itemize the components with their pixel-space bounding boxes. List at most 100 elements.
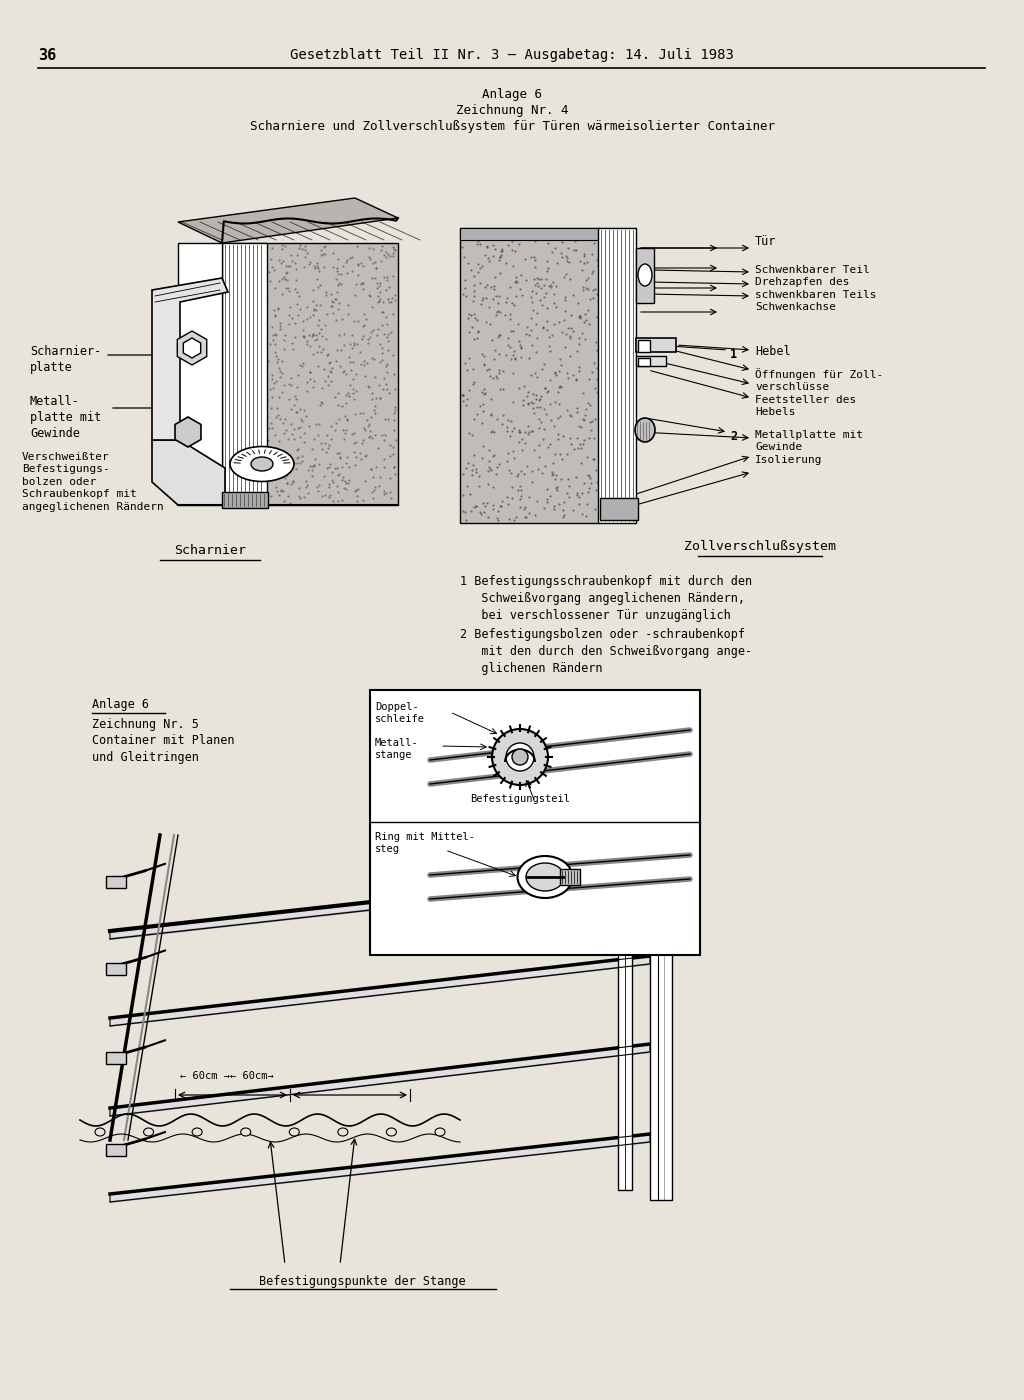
Point xyxy=(288,458,304,480)
Point xyxy=(365,466,381,489)
Point xyxy=(355,255,372,277)
Point xyxy=(474,434,490,456)
Point xyxy=(279,472,295,494)
Point xyxy=(365,382,381,405)
Point xyxy=(581,477,597,500)
Point xyxy=(339,409,355,431)
Point xyxy=(266,304,283,326)
Point xyxy=(474,255,490,277)
Point xyxy=(250,452,266,475)
Point xyxy=(291,237,307,259)
Point xyxy=(376,323,392,346)
Point xyxy=(290,445,306,468)
Text: 2 Befestigungsbolzen oder -schraubenkopf
   mit den durch den Schweißvorgang ang: 2 Befestigungsbolzen oder -schraubenkopf… xyxy=(460,629,752,675)
Point xyxy=(511,496,527,518)
Point xyxy=(338,472,354,494)
Point xyxy=(276,329,293,351)
Point xyxy=(469,232,485,255)
Point xyxy=(511,277,527,300)
Point xyxy=(464,465,480,487)
Point xyxy=(455,283,471,305)
Point xyxy=(335,255,351,277)
Point xyxy=(258,448,274,470)
Point xyxy=(511,487,527,510)
Point xyxy=(359,414,376,437)
Point xyxy=(481,456,498,479)
Point xyxy=(458,221,474,244)
Point xyxy=(466,409,482,431)
Point xyxy=(466,280,482,302)
Point xyxy=(299,473,315,496)
Point xyxy=(257,333,273,356)
Point xyxy=(522,319,539,342)
Point xyxy=(327,456,343,479)
Point xyxy=(530,458,547,480)
Point xyxy=(502,276,518,298)
Point xyxy=(506,447,522,469)
Point xyxy=(301,414,317,437)
Point xyxy=(528,365,545,388)
Point xyxy=(230,407,247,430)
Point xyxy=(323,484,339,507)
Point xyxy=(345,421,361,444)
Point xyxy=(584,361,600,384)
Point xyxy=(532,385,549,407)
Point xyxy=(525,223,542,245)
Point xyxy=(313,325,330,347)
Point xyxy=(280,486,296,508)
Point xyxy=(261,417,278,440)
Point xyxy=(274,441,291,463)
Point xyxy=(269,298,286,321)
Point xyxy=(519,455,536,477)
Point xyxy=(387,288,403,311)
Point xyxy=(535,427,551,449)
Point xyxy=(329,475,345,497)
Point xyxy=(233,316,250,339)
Point xyxy=(349,484,366,507)
Text: Metall-
stange: Metall- stange xyxy=(375,738,419,760)
Point xyxy=(224,491,241,514)
Point xyxy=(529,272,546,294)
Point xyxy=(540,435,556,458)
Point xyxy=(230,417,247,440)
Point xyxy=(541,379,557,402)
Point xyxy=(289,400,305,423)
Text: Metallplatte mit
Gewinde
Isolierung: Metallplatte mit Gewinde Isolierung xyxy=(755,430,863,465)
Point xyxy=(461,346,477,368)
Point xyxy=(369,325,385,347)
Point xyxy=(302,305,318,328)
Point xyxy=(552,375,568,398)
Point xyxy=(470,319,486,342)
Point xyxy=(557,263,573,286)
Point xyxy=(378,482,394,504)
Point xyxy=(341,385,357,407)
Point xyxy=(495,378,511,400)
Point xyxy=(236,356,252,378)
Point xyxy=(572,307,589,329)
Point xyxy=(488,463,505,486)
Point xyxy=(530,389,547,412)
Point xyxy=(306,370,323,392)
Point xyxy=(313,433,330,455)
Point xyxy=(469,309,485,332)
Point xyxy=(556,504,572,526)
Point xyxy=(344,323,360,346)
Point xyxy=(244,491,260,514)
Point xyxy=(487,364,504,386)
Point xyxy=(312,294,329,316)
Point xyxy=(508,286,524,308)
Point xyxy=(305,375,322,398)
Point xyxy=(380,244,396,266)
Point xyxy=(519,316,536,339)
Point xyxy=(380,329,396,351)
Point xyxy=(509,462,525,484)
Point xyxy=(287,279,303,301)
Point xyxy=(295,325,311,347)
Point xyxy=(378,312,394,335)
Point xyxy=(221,448,238,470)
Point xyxy=(464,454,480,476)
Point xyxy=(289,438,305,461)
Point xyxy=(331,272,347,294)
Point xyxy=(373,388,389,410)
Point xyxy=(476,354,493,377)
